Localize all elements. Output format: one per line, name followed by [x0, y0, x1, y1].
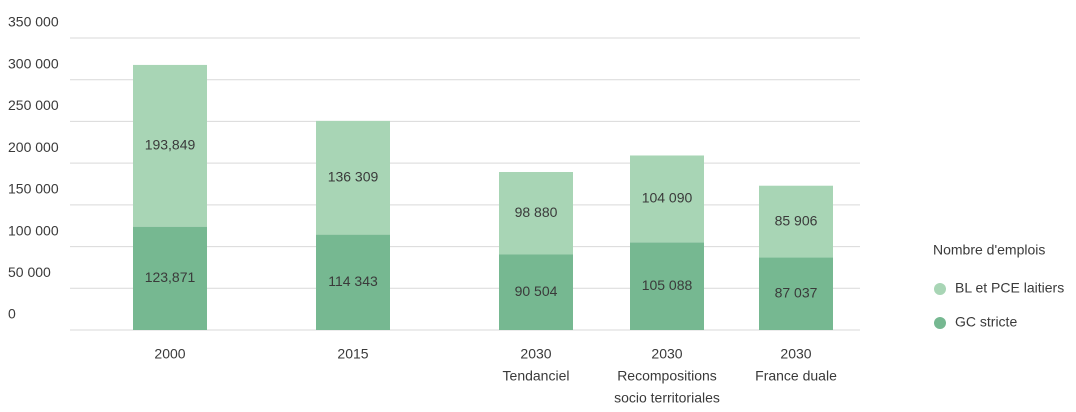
data-label: 123,871	[145, 269, 196, 285]
bar-segment	[759, 185, 833, 258]
bar-segment	[759, 257, 833, 330]
data-label: 104 090	[642, 190, 693, 206]
legend-swatch	[934, 317, 946, 329]
bar-segment	[630, 242, 704, 330]
bar-segment	[316, 120, 390, 235]
legend-swatch	[934, 283, 946, 295]
x-tick-label: 2030	[651, 346, 682, 362]
x-tick-label: 2030	[780, 346, 811, 362]
y-tick-label: 300 000	[8, 55, 59, 71]
x-tick-label: socio territoriales	[614, 390, 720, 406]
y-tick-label: 350 000	[8, 14, 59, 30]
x-tick-label: 2030	[520, 346, 551, 362]
y-tick-label: 250 000	[8, 97, 59, 113]
y-tick-label: 50 000	[8, 264, 51, 280]
data-label: 114 343	[328, 273, 378, 289]
data-label: 105 088	[642, 277, 693, 293]
x-tick-label: France duale	[755, 368, 837, 384]
y-tick-label: 0	[8, 306, 16, 322]
y-tick-label: 200 000	[8, 139, 59, 155]
x-tick-label: 2000	[154, 346, 185, 362]
legend-label: GC stricte	[955, 314, 1017, 330]
data-label: 136 309	[328, 168, 379, 184]
bar-segment	[133, 226, 207, 330]
x-tick-label: Recompositions	[617, 368, 717, 384]
y-tick-label: 150 000	[8, 181, 59, 197]
bar-segment	[630, 155, 704, 243]
data-label: 90 504	[515, 283, 558, 299]
bar-segment	[316, 234, 390, 330]
y-tick-label: 100 000	[8, 222, 59, 238]
bar-segment	[133, 64, 207, 227]
legend-title: Nombre d'emplois	[933, 242, 1045, 258]
data-label: 85 906	[775, 212, 818, 228]
bar-segment	[499, 254, 573, 330]
legend-label: BL et PCE laitiers	[955, 280, 1064, 296]
data-label: 87 037	[775, 284, 818, 300]
bar-segment	[499, 171, 573, 255]
data-label: 193,849	[145, 136, 196, 152]
data-label: 98 880	[515, 204, 558, 220]
x-tick-label: Tendanciel	[503, 368, 570, 384]
x-tick-label: 2015	[337, 346, 368, 362]
